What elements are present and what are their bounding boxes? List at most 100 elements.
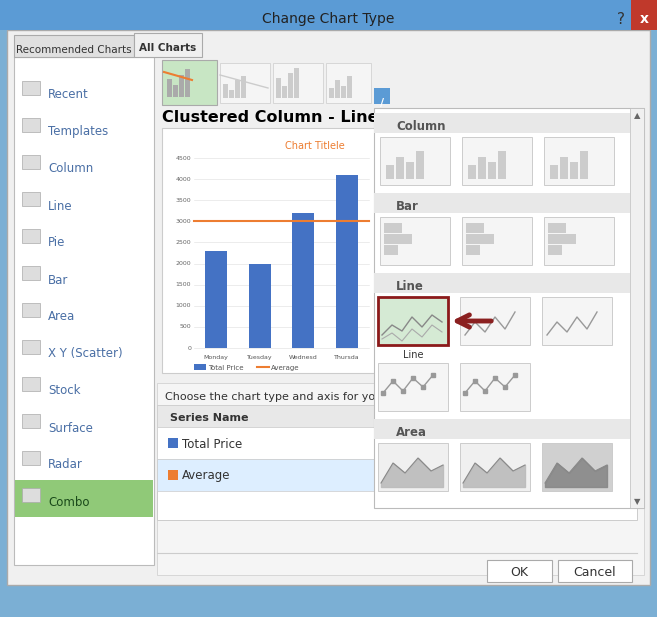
Text: Bar: Bar [48, 273, 68, 286]
Text: Stock: Stock [48, 384, 81, 397]
Text: 3000: 3000 [175, 219, 191, 224]
Text: Line: Line [48, 199, 73, 212]
Text: Bar: Bar [396, 199, 419, 212]
Bar [168, 470, 178, 480]
Text: Tuesday: Tuesday [247, 355, 273, 360]
Bar [380, 137, 450, 185]
Text: Column: Column [48, 162, 93, 175]
Bar [478, 157, 486, 179]
Bar [223, 84, 228, 98]
Bar [7, 30, 650, 585]
Bar [194, 364, 206, 370]
Text: Cha: Cha [380, 413, 403, 423]
Text: 4000: 4000 [175, 176, 191, 181]
Text: Average: Average [182, 470, 231, 482]
Text: Series Name: Series Name [170, 413, 248, 423]
Text: Surface: Surface [48, 421, 93, 434]
Bar [375, 466, 485, 484]
Bar [384, 223, 402, 233]
Bar [542, 297, 612, 345]
Bar [466, 223, 484, 233]
Bar [249, 263, 271, 348]
Bar [466, 245, 480, 255]
Bar [157, 57, 644, 108]
Bar [620, 467, 634, 481]
Bar [462, 137, 532, 185]
Bar [544, 137, 614, 185]
Bar [487, 560, 552, 582]
Bar [341, 86, 346, 98]
Bar [630, 108, 644, 508]
Bar [273, 63, 323, 103]
Bar [22, 377, 40, 391]
Bar [406, 162, 414, 179]
Bar [460, 297, 530, 345]
Bar [288, 73, 293, 98]
Bar [374, 108, 644, 508]
Bar [460, 443, 530, 491]
Bar [488, 162, 496, 179]
Bar [14, 57, 154, 565]
Bar [374, 419, 630, 439]
Bar [220, 63, 270, 103]
Bar [542, 443, 612, 491]
Text: All Charts: All Charts [139, 43, 196, 53]
Text: Monday: Monday [204, 355, 229, 360]
Text: Cancel: Cancel [574, 566, 616, 579]
Bar [580, 151, 588, 179]
Text: 3500: 3500 [175, 197, 191, 203]
Text: Column: Column [396, 120, 445, 133]
Bar [173, 85, 178, 97]
Bar [378, 297, 448, 345]
Bar [544, 217, 614, 265]
Bar [292, 213, 314, 348]
Text: Recent: Recent [48, 88, 89, 102]
Bar [347, 76, 352, 98]
Bar [460, 363, 530, 411]
Bar [22, 155, 40, 169]
Bar [468, 165, 476, 179]
Text: Wednesd: Wednesd [289, 355, 318, 360]
Text: Total Price: Total Price [208, 365, 244, 371]
Bar [168, 438, 178, 448]
Bar [162, 60, 217, 105]
Text: ▼: ▼ [634, 497, 641, 507]
Text: Recommended Charts: Recommended Charts [16, 45, 132, 55]
Bar [384, 245, 398, 255]
Bar [560, 157, 568, 179]
Text: x: x [639, 12, 648, 26]
Text: ▲: ▲ [634, 112, 641, 120]
Bar [462, 217, 532, 265]
Bar [336, 175, 358, 348]
Text: axis: axis [610, 413, 633, 423]
Text: ▾: ▾ [474, 471, 478, 481]
Bar [374, 113, 630, 133]
Bar [167, 79, 172, 97]
Bar [631, 0, 657, 30]
Bar [157, 405, 637, 427]
Text: 2500: 2500 [175, 240, 191, 245]
Bar [179, 75, 184, 97]
Text: Line: Line [396, 280, 424, 292]
Bar [282, 86, 287, 98]
Bar [374, 193, 630, 213]
Text: Change Chart Type: Change Chart Type [262, 12, 395, 26]
Text: Pie: Pie [48, 236, 66, 249]
Bar [570, 162, 578, 179]
Text: 1500: 1500 [175, 282, 191, 287]
Bar [380, 217, 450, 265]
Bar [548, 245, 562, 255]
Text: ?: ? [617, 12, 625, 27]
Bar [22, 414, 40, 428]
Bar [374, 88, 390, 104]
Text: Thursda: Thursda [334, 355, 360, 360]
Bar [22, 192, 40, 206]
Bar [235, 80, 240, 98]
Bar [378, 443, 448, 491]
Text: OK: OK [510, 566, 528, 579]
Bar [558, 560, 632, 582]
Bar [134, 33, 202, 57]
Bar [548, 234, 576, 244]
Bar [22, 451, 40, 465]
Text: 2000: 2000 [175, 261, 191, 266]
